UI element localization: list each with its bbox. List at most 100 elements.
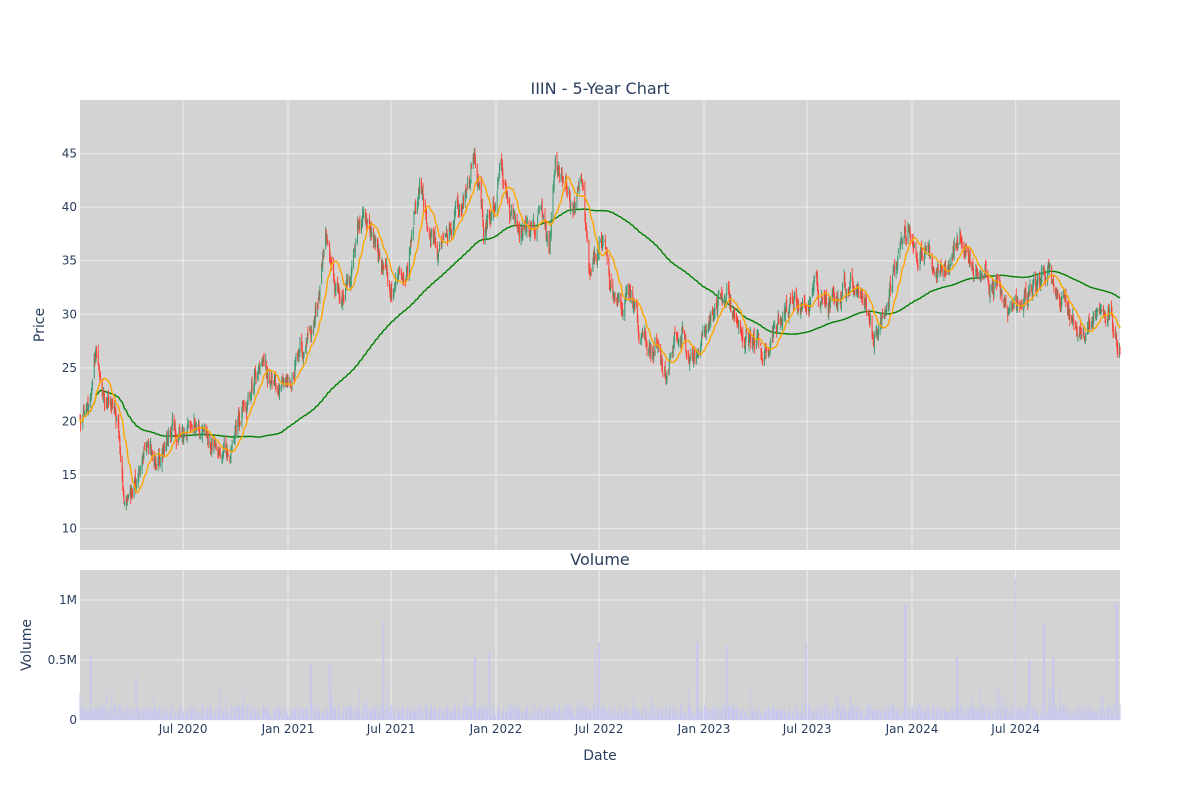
- volume-bar: [259, 715, 261, 720]
- candle-body: [117, 418, 119, 422]
- candle-body: [431, 229, 433, 236]
- volume-bar: [349, 704, 351, 720]
- candle-body: [578, 186, 580, 189]
- volume-bar: [374, 710, 376, 720]
- candle-body: [461, 207, 463, 209]
- volume-bar: [287, 715, 289, 720]
- candle-body: [1099, 310, 1101, 313]
- candle-body: [363, 212, 365, 214]
- volume-bar: [1011, 708, 1013, 720]
- candle-body: [1114, 332, 1116, 336]
- candle-body: [596, 260, 598, 263]
- volume-bar: [586, 710, 588, 720]
- volume-bar: [440, 713, 442, 720]
- volume-bar: [239, 712, 241, 720]
- volume-bar: [406, 715, 408, 720]
- candle-body: [291, 376, 293, 388]
- volume-bar: [293, 710, 295, 720]
- volume-bar: [88, 710, 90, 720]
- candle-body: [789, 297, 791, 303]
- volume-bar: [1079, 710, 1081, 720]
- candle-body: [548, 235, 550, 251]
- volume-bar: [674, 712, 676, 720]
- candle-body: [345, 289, 347, 301]
- candle-body: [867, 310, 869, 316]
- candle-body: [451, 230, 453, 235]
- volume-bar: [254, 707, 256, 720]
- candle-body: [1116, 341, 1118, 349]
- candle-body: [134, 474, 136, 483]
- candle-body: [457, 206, 459, 214]
- candle-body: [1100, 308, 1102, 310]
- candle-body: [947, 271, 949, 274]
- volume-bar: [359, 715, 361, 720]
- volume-bar: [96, 708, 98, 720]
- volume-bar: [398, 717, 400, 720]
- volume-bar: [605, 717, 607, 720]
- candle-body: [1115, 335, 1117, 338]
- volume-bar: [976, 709, 978, 720]
- candle-body: [586, 227, 588, 233]
- candle-body: [853, 291, 855, 294]
- candle-body: [811, 292, 813, 296]
- volume-bar: [952, 711, 954, 720]
- volume-bar: [737, 706, 739, 720]
- volume-bar: [562, 715, 564, 720]
- candle-body: [672, 351, 674, 353]
- candle-body: [736, 316, 737, 322]
- candle-body: [134, 477, 136, 483]
- candle-body: [498, 168, 500, 173]
- volume-bar: [839, 705, 841, 720]
- x-tick-label: Jan 2023: [677, 722, 731, 736]
- candle-body: [806, 309, 808, 312]
- volume-bar: [317, 706, 319, 720]
- candle-body: [438, 250, 440, 251]
- candle-body: [287, 379, 289, 382]
- volume-bar: [345, 715, 347, 720]
- volume-bar: [490, 714, 492, 720]
- volume-bar: [884, 710, 886, 720]
- candle-body: [159, 464, 161, 466]
- candle-body: [137, 474, 139, 484]
- candle-body: [909, 229, 911, 230]
- candle-body: [828, 303, 830, 314]
- volume-bar: [154, 707, 156, 720]
- candle-body: [650, 345, 652, 356]
- volume-bar: [965, 714, 967, 720]
- candle-body: [423, 196, 425, 206]
- volume-bar: [298, 708, 300, 720]
- volume-bar: [844, 711, 846, 720]
- candle-body: [773, 328, 774, 336]
- volume-bar: [251, 715, 253, 720]
- candle-body: [935, 274, 937, 276]
- volume-bar: [513, 716, 515, 720]
- volume-bar: [334, 706, 336, 720]
- volume-bar: [294, 706, 296, 720]
- candle-body: [903, 237, 905, 243]
- volume-bar: [215, 709, 217, 720]
- candle-body: [447, 234, 449, 242]
- x-tick-label: Jul 2022: [574, 722, 624, 736]
- volume-bar: [1056, 712, 1058, 720]
- volume-bar: [861, 709, 863, 720]
- candle-body: [590, 271, 592, 275]
- x-axis-label: Date: [583, 748, 616, 764]
- volume-bar: [921, 712, 923, 720]
- candle-body: [717, 302, 719, 312]
- candle-body: [648, 345, 650, 350]
- volume-bar: [919, 704, 921, 720]
- volume-bar: [686, 712, 688, 720]
- volume-bar: [734, 709, 736, 720]
- candle-body: [496, 191, 498, 209]
- candle-body: [585, 217, 586, 226]
- candle-body: [409, 251, 411, 256]
- volume-bar: [414, 709, 416, 720]
- candle-body: [865, 300, 867, 306]
- candle-body: [398, 267, 400, 269]
- volume-bar: [673, 712, 675, 720]
- candle-body: [656, 341, 658, 345]
- volume-bar: [745, 714, 747, 720]
- candle-body: [96, 347, 97, 354]
- volume-bar: [1064, 705, 1066, 720]
